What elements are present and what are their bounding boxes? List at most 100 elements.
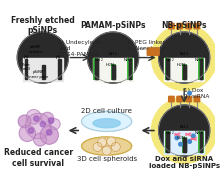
Bar bbox=[127, 58, 133, 80]
Circle shape bbox=[41, 112, 54, 125]
Circle shape bbox=[159, 32, 210, 83]
Bar bbox=[112, 65, 115, 79]
FancyBboxPatch shape bbox=[177, 23, 182, 29]
Text: NH$_2$: NH$_2$ bbox=[179, 51, 189, 58]
Bar bbox=[183, 65, 186, 79]
FancyBboxPatch shape bbox=[186, 96, 192, 102]
Bar bbox=[165, 58, 170, 80]
Circle shape bbox=[111, 142, 120, 152]
Wedge shape bbox=[159, 58, 184, 83]
FancyBboxPatch shape bbox=[164, 58, 204, 81]
Text: H: H bbox=[55, 55, 60, 60]
Bar bbox=[183, 65, 186, 79]
FancyBboxPatch shape bbox=[23, 58, 63, 81]
Circle shape bbox=[18, 115, 31, 128]
Bar bbox=[95, 59, 97, 79]
FancyBboxPatch shape bbox=[147, 48, 159, 55]
Text: Reduced cancer
cell survival: Reduced cancer cell survival bbox=[4, 148, 73, 168]
Wedge shape bbox=[184, 131, 210, 156]
FancyBboxPatch shape bbox=[169, 96, 174, 102]
Text: Pore
wall: Pore wall bbox=[22, 63, 31, 71]
Ellipse shape bbox=[82, 111, 132, 131]
Bar bbox=[198, 131, 204, 153]
Bar bbox=[166, 59, 169, 79]
Text: NH$_2$: NH$_2$ bbox=[165, 129, 174, 137]
Circle shape bbox=[28, 128, 34, 133]
Text: NB-pSiNPs: NB-pSiNPs bbox=[162, 21, 207, 30]
Bar bbox=[165, 131, 170, 153]
Text: NH$_2$: NH$_2$ bbox=[179, 124, 189, 131]
Bar bbox=[182, 64, 187, 80]
Bar bbox=[183, 138, 186, 152]
Bar bbox=[25, 59, 27, 79]
Text: H$_2$N: H$_2$N bbox=[176, 62, 185, 69]
Text: pSiNP
surface: pSiNP surface bbox=[28, 45, 43, 54]
Wedge shape bbox=[17, 32, 68, 58]
Text: H$_2$N: H$_2$N bbox=[176, 135, 185, 142]
FancyBboxPatch shape bbox=[169, 23, 174, 29]
Text: pSiNP
inner pore: pSiNP inner pore bbox=[28, 70, 48, 79]
Wedge shape bbox=[113, 58, 139, 83]
Circle shape bbox=[49, 119, 60, 130]
Wedge shape bbox=[88, 32, 139, 58]
FancyBboxPatch shape bbox=[194, 96, 200, 102]
Bar bbox=[182, 137, 187, 153]
Bar bbox=[166, 59, 169, 79]
FancyBboxPatch shape bbox=[177, 96, 182, 102]
Circle shape bbox=[102, 146, 111, 155]
Wedge shape bbox=[43, 58, 68, 83]
Bar bbox=[42, 65, 45, 79]
Wedge shape bbox=[17, 58, 43, 83]
Circle shape bbox=[107, 137, 116, 146]
Text: H$_2$N: H$_2$N bbox=[105, 62, 114, 69]
FancyBboxPatch shape bbox=[164, 131, 204, 154]
Text: NH$_2$: NH$_2$ bbox=[94, 56, 103, 64]
Bar bbox=[166, 132, 169, 152]
FancyBboxPatch shape bbox=[186, 23, 192, 29]
Bar bbox=[129, 59, 131, 79]
Bar bbox=[183, 138, 186, 152]
Text: NH$_2$: NH$_2$ bbox=[123, 56, 132, 64]
Bar bbox=[58, 59, 61, 79]
Text: 3D cell spheroids: 3D cell spheroids bbox=[77, 156, 137, 162]
Ellipse shape bbox=[82, 137, 132, 155]
Circle shape bbox=[97, 138, 107, 147]
Circle shape bbox=[88, 32, 139, 83]
Text: NH$_2$: NH$_2$ bbox=[165, 56, 174, 64]
Circle shape bbox=[188, 91, 192, 95]
Bar bbox=[198, 58, 204, 80]
Text: PAMAM-pSiNPs: PAMAM-pSiNPs bbox=[80, 21, 146, 30]
Circle shape bbox=[40, 121, 45, 127]
Wedge shape bbox=[159, 131, 184, 156]
Bar bbox=[200, 132, 202, 152]
Circle shape bbox=[48, 118, 54, 123]
Circle shape bbox=[93, 142, 102, 152]
Circle shape bbox=[192, 134, 195, 138]
Text: NH$_2$: NH$_2$ bbox=[194, 56, 204, 64]
Text: NH$_2$: NH$_2$ bbox=[108, 51, 118, 58]
Bar bbox=[93, 58, 99, 80]
Text: 1) Undecylenic
acid
2) G4-PAMAM: 1) Undecylenic acid 2) G4-PAMAM bbox=[58, 40, 102, 57]
Wedge shape bbox=[159, 32, 210, 58]
Circle shape bbox=[26, 110, 41, 124]
Wedge shape bbox=[88, 58, 113, 83]
Circle shape bbox=[26, 113, 51, 139]
Circle shape bbox=[40, 126, 58, 144]
Bar bbox=[200, 59, 202, 79]
Bar bbox=[200, 132, 202, 152]
Text: Dox and siRNA
loaded NB-pSiNPs: Dox and siRNA loaded NB-pSiNPs bbox=[149, 156, 220, 169]
Circle shape bbox=[17, 32, 68, 83]
Text: H: H bbox=[24, 55, 28, 60]
Wedge shape bbox=[159, 105, 210, 131]
Ellipse shape bbox=[93, 119, 120, 128]
Circle shape bbox=[188, 140, 192, 143]
Bar bbox=[200, 59, 202, 79]
Bar bbox=[111, 64, 116, 80]
Text: NH$_2$: NH$_2$ bbox=[194, 129, 204, 137]
Circle shape bbox=[159, 105, 210, 156]
Circle shape bbox=[151, 25, 217, 90]
Bar bbox=[112, 65, 115, 79]
Circle shape bbox=[34, 133, 46, 146]
Text: 1) PEG linker
2) Nanobody: 1) PEG linker 2) Nanobody bbox=[127, 40, 165, 51]
Wedge shape bbox=[184, 58, 210, 83]
